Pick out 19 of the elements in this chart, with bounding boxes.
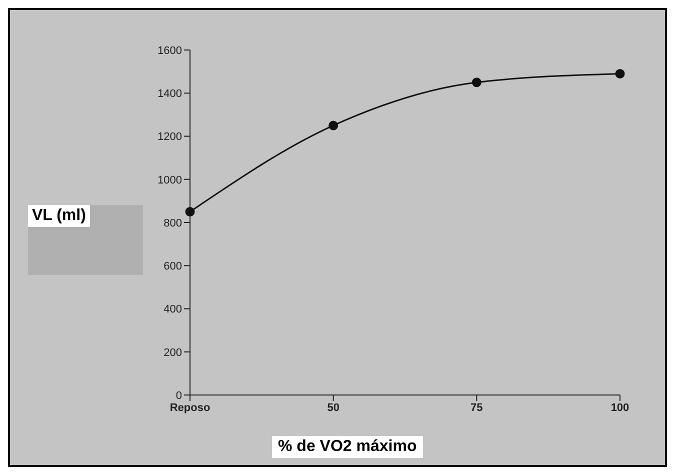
x-axis-title: % de VO2 máximo	[272, 436, 423, 458]
point	[472, 78, 482, 88]
y-tick-label: 1400	[158, 88, 182, 100]
x-tick-label: 100	[610, 402, 630, 414]
point	[328, 120, 338, 130]
y-tick-label: 600	[164, 260, 182, 273]
point	[615, 68, 625, 78]
y-tick-label: 800	[164, 217, 182, 230]
y-tick-label: 0	[176, 390, 182, 402]
y-tick-label: 1000	[158, 174, 182, 186]
x-tick-label: 75	[470, 402, 483, 414]
y-tick-label: 400	[164, 304, 182, 316]
x-tick-label: Reposo	[170, 402, 210, 414]
y-tick-label: 1200	[158, 131, 182, 144]
y-tick-label: 1600	[158, 44, 182, 57]
x-tick-label: 50	[327, 402, 340, 414]
y-axis-title: VL (ml)	[28, 205, 90, 227]
point	[185, 206, 195, 216]
y-tick-label: 200	[164, 346, 182, 359]
